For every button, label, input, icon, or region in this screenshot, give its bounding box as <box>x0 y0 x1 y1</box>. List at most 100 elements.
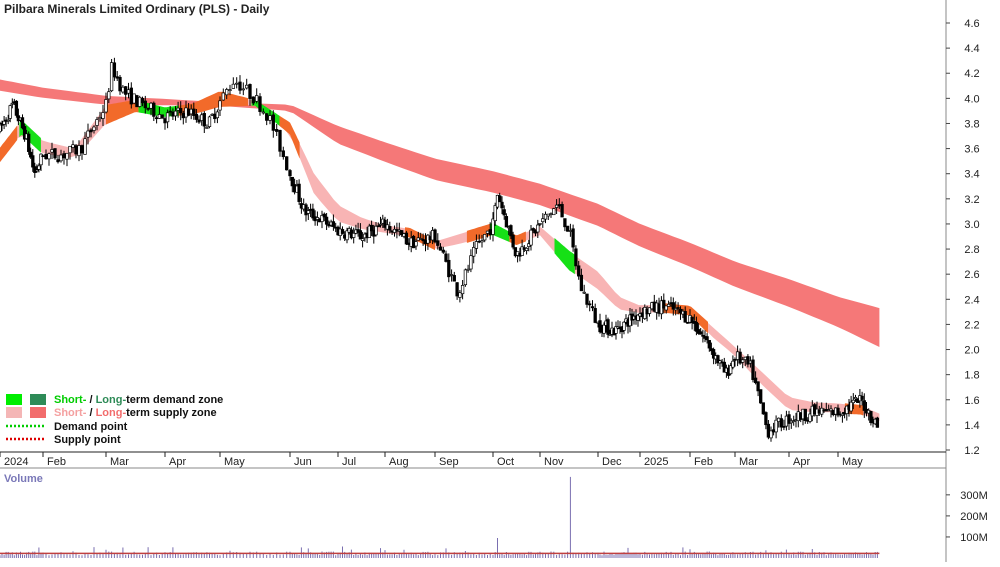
candle-body <box>14 100 19 116</box>
candle-body <box>311 208 315 219</box>
candle-body <box>68 145 72 154</box>
candle-body <box>358 230 363 240</box>
candle-body <box>404 232 409 245</box>
candle-body <box>590 306 595 309</box>
legend-swatch-long <box>30 394 46 405</box>
candle-body <box>480 240 484 243</box>
candle-body <box>331 221 336 227</box>
legend-label: Supply point <box>54 434 121 446</box>
candle-body <box>683 311 687 323</box>
candle-body <box>41 155 45 158</box>
candle-body <box>862 400 866 411</box>
candle-body <box>851 399 855 404</box>
candle-body <box>536 224 540 233</box>
candle-body <box>238 81 242 91</box>
candle-body <box>129 87 133 105</box>
price-tick-label: 3.0 <box>964 219 979 231</box>
candle-body <box>107 91 111 100</box>
month-tick-label: 2024 <box>4 456 28 468</box>
frame-layer <box>0 0 947 562</box>
price-tick-label: 1.6 <box>964 395 979 407</box>
legend-swatch-short <box>6 407 22 418</box>
candle-body <box>671 302 675 310</box>
candle-body <box>39 153 43 166</box>
candle-body <box>115 76 119 79</box>
candle-body <box>860 395 864 400</box>
candle-body <box>716 355 720 364</box>
candle-body <box>383 219 387 228</box>
candle-body <box>202 113 206 127</box>
candle-body <box>71 144 75 148</box>
candle-body <box>574 248 578 267</box>
candle-body <box>322 213 326 218</box>
candle-body <box>8 105 12 119</box>
candle-body <box>554 204 559 208</box>
candle-body <box>674 308 678 311</box>
candle-body <box>761 402 765 415</box>
month-tick-label: Jun <box>294 456 312 468</box>
candle-body <box>524 247 529 251</box>
volume-tick-label: 200M <box>960 511 988 523</box>
candle-body <box>248 84 252 99</box>
candle-body <box>213 113 217 120</box>
candle-body <box>787 414 791 424</box>
candle-body <box>433 229 437 243</box>
candle-body <box>509 225 513 237</box>
candle-body <box>168 110 172 113</box>
candle-body <box>557 204 561 207</box>
candle-body <box>784 415 789 427</box>
candle-body <box>455 282 459 297</box>
price-tick-label: 4.2 <box>964 68 979 80</box>
month-tick-label: Feb <box>694 456 713 468</box>
candle-body <box>585 293 589 305</box>
zone-segment <box>466 223 491 243</box>
candle-body <box>56 159 60 163</box>
candle-body <box>360 238 365 241</box>
candle-body <box>157 114 162 119</box>
candle-body <box>666 303 671 307</box>
candle-body <box>588 303 592 306</box>
price-tick-label: 2.2 <box>964 319 979 331</box>
candle-body <box>579 274 584 292</box>
price-tick-label: 3.6 <box>964 144 979 156</box>
candle-body <box>400 230 404 236</box>
legend-swatch-short <box>6 394 22 405</box>
candle-body <box>184 107 188 118</box>
candle-body <box>261 111 265 114</box>
candle-body <box>491 218 495 235</box>
candle-body <box>766 423 771 438</box>
candle-body <box>751 359 755 380</box>
legend-label: Short- / Long-term demand zone <box>54 394 223 406</box>
candle-body <box>520 246 524 256</box>
candle-body <box>176 107 180 111</box>
candle-body <box>205 127 209 129</box>
candle-body <box>192 108 196 116</box>
candle-body <box>469 255 473 270</box>
candle-body <box>563 218 567 228</box>
candle-body <box>197 119 201 123</box>
candle-body <box>265 113 269 121</box>
candle-body <box>538 223 542 225</box>
price-tick-label: 3.2 <box>964 194 979 206</box>
month-tick-label: Mar <box>739 456 758 468</box>
month-tick-label: Apr <box>793 456 810 468</box>
month-tick-label: Sep <box>439 456 459 468</box>
candle-body <box>378 223 383 226</box>
candle-body <box>165 112 170 123</box>
candle-body <box>552 208 556 216</box>
candle-body <box>593 308 597 323</box>
candle-body <box>228 89 232 91</box>
candle-body <box>466 268 470 271</box>
candle-body <box>472 247 476 257</box>
candle-body <box>181 113 185 119</box>
candle-body <box>460 285 465 295</box>
candle-body <box>722 361 726 373</box>
candle-body <box>753 377 758 384</box>
candle-body <box>29 151 33 158</box>
candle-body <box>290 176 294 187</box>
candle-body <box>485 230 490 234</box>
candle-body <box>152 102 156 117</box>
zone-segment <box>490 222 510 242</box>
candle-body <box>173 110 178 117</box>
candle-body <box>546 213 550 217</box>
